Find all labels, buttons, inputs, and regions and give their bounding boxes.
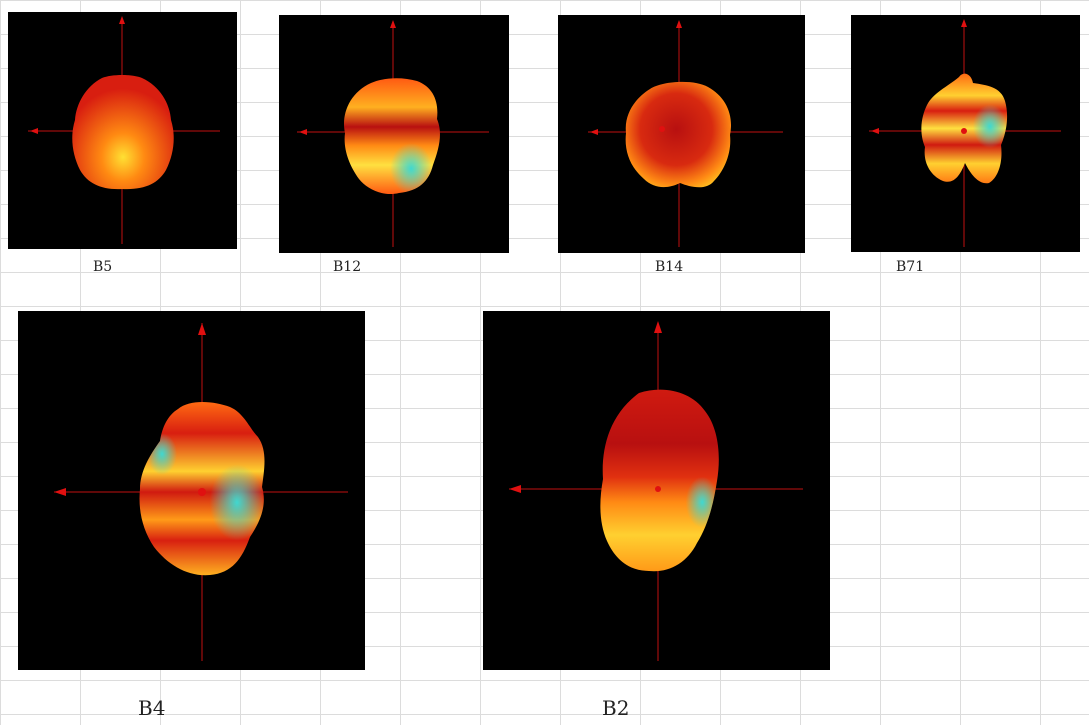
axis-arrow-left [30,128,38,134]
axis-arrow-left [54,488,66,496]
hirshfeld-surface-b2 [509,321,803,661]
axis-arrow-up [654,321,662,333]
caption-b12: B12 [333,259,362,275]
caption-b2: B2 [602,696,630,720]
figure-panel-b14 [558,15,805,253]
axis-arrow-left [871,128,879,134]
caption-b14: B14 [655,259,684,275]
hirshfeld-surface-b4 [54,323,348,661]
caption-b71: B71 [896,259,925,275]
caption-b5: B5 [93,259,113,275]
axis-arrow-left [590,129,598,135]
axis-arrow-left [509,485,521,493]
hirshfeld-surface-b5 [28,16,220,244]
axis-arrow-left [299,129,307,135]
hirshfeld-surface-b71 [869,19,1061,247]
hirshfeld-surface-b12 [297,20,489,247]
figure-panel-b12 [279,15,509,253]
axis-arrow-up [676,20,682,28]
caption-b4: B4 [138,696,166,720]
axis-arrow-up [198,323,206,335]
surface-shape [72,75,174,190]
figure-panel-b71 [851,15,1080,252]
hirshfeld-surface-b14 [588,20,783,247]
figure-panel-b2 [483,311,830,670]
figure-panel-b5 [8,12,237,249]
axis-arrow-up [390,20,396,28]
axis-arrow-up [119,16,125,24]
axis-arrow-up [961,19,967,27]
figure-panel-b4 [18,311,365,670]
surface-shape [625,81,732,188]
